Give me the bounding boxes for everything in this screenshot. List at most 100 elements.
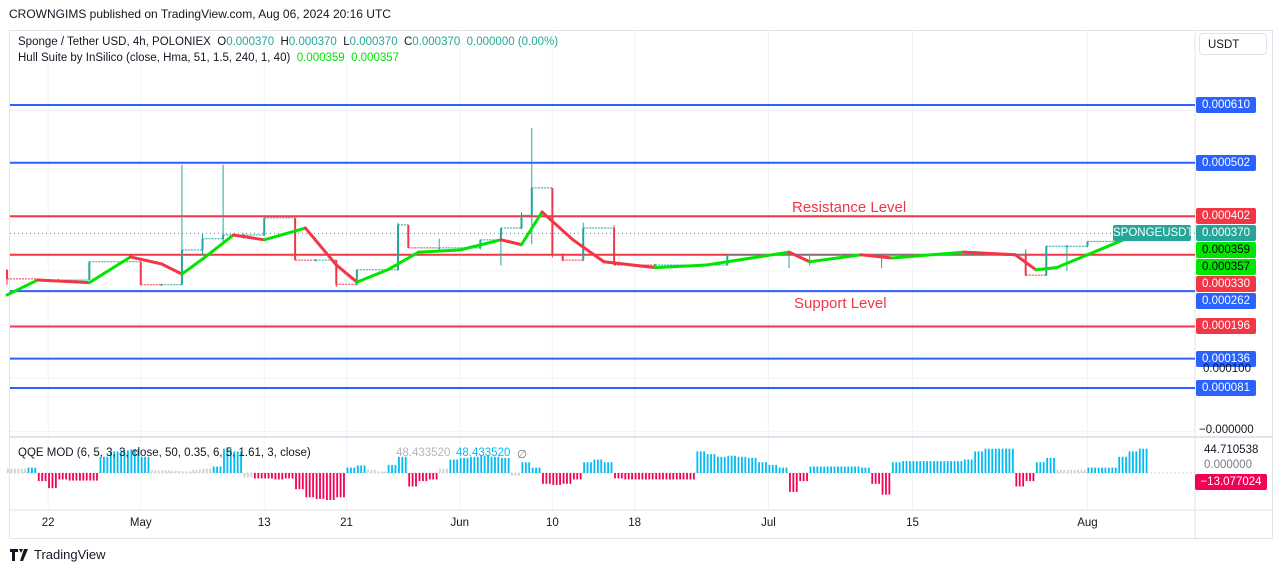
close-label: C — [403, 36, 413, 48]
qqe-histogram-bar — [353, 467, 356, 473]
hull-segment — [1034, 266, 1059, 272]
qqe-histogram-bar — [524, 462, 527, 473]
qqe-histogram-bar — [418, 473, 421, 482]
qqe-histogram-bar — [689, 473, 692, 480]
x-tick-label: 18 — [628, 517, 642, 529]
qqe-histogram-bar — [157, 470, 160, 473]
qqe-histogram-bar — [126, 450, 129, 473]
candle-body — [808, 254, 811, 256]
qqe-histogram-bar — [401, 456, 404, 473]
qqe-histogram-bar — [751, 457, 754, 473]
qqe-histogram-bar — [826, 466, 829, 473]
qqe-histogram-bar — [603, 462, 606, 473]
qqe-histogram-bar — [734, 455, 736, 473]
qqe-histogram-bar — [205, 468, 208, 473]
qqe-histogram-bar — [566, 473, 568, 484]
candle-body — [201, 238, 204, 250]
qqe-histogram-bar — [271, 473, 273, 479]
qqe-histogram-bar — [1142, 448, 1145, 473]
hull-name: Hull Suite by InSilico (close, Hma, 51, … — [18, 52, 291, 64]
qqe-histogram-bar — [764, 462, 767, 473]
qqe-histogram-bar — [322, 473, 325, 499]
x-tick-label: Jun — [450, 517, 470, 529]
qqe-histogram-bar — [247, 473, 249, 478]
qqe-histogram-bar — [72, 473, 74, 481]
hull-segment — [787, 250, 812, 264]
qqe-histogram-bar — [463, 457, 465, 473]
qqe-histogram-bar — [994, 448, 997, 473]
qqe-histogram-bar — [699, 451, 702, 473]
qqe-histogram-bar — [775, 464, 778, 473]
qqe-histogram-bar — [1039, 462, 1042, 473]
qqe-histogram-bar — [579, 473, 582, 480]
qqe-histogram-bar — [116, 451, 119, 473]
qqe-histogram-bar — [1087, 467, 1090, 473]
qqe-histogram-bar — [301, 473, 304, 490]
qqe-histogram-bar — [871, 473, 874, 484]
qqe-legend: QQE MOD (6, 5, 3, 3, close, 50, 0.35, 6,… — [18, 447, 527, 461]
qqe-histogram-bar — [487, 455, 489, 473]
qqe-histogram-bar — [682, 473, 685, 480]
qqe-histogram-bar — [648, 473, 651, 480]
hull-segment — [417, 248, 462, 254]
qqe-histogram-bar — [298, 473, 301, 490]
qqe-histogram-bar — [415, 473, 417, 487]
qqe-histogram-bar — [717, 456, 719, 473]
qqe-histogram-bar — [260, 473, 263, 479]
qqe-histogram-bar — [929, 461, 932, 473]
qqe-histogram-bar — [926, 461, 929, 473]
qqe-histogram-bar — [802, 473, 805, 482]
x-tick-label: 15 — [906, 517, 919, 529]
qqe-histogram-bar — [891, 462, 894, 473]
hull-price-label: 0.000357 — [1196, 259, 1256, 276]
qqe-histogram-bar — [202, 468, 205, 473]
qqe-histogram-bar — [48, 473, 50, 489]
qqe-histogram-bar — [548, 473, 551, 484]
hull-segment — [334, 263, 359, 284]
qqe-histogram-bar — [65, 473, 68, 480]
candle-body — [407, 224, 410, 248]
qqe-histogram-bar — [123, 450, 126, 473]
symbol-price-tag: SPONGEUSDT — [1113, 225, 1194, 242]
qqe-histogram-bar — [740, 456, 743, 473]
tradingview-logo[interactable]: TradingView — [10, 547, 106, 562]
currency-button[interactable]: USDT — [1199, 33, 1267, 55]
qqe-histogram-bar — [41, 473, 44, 482]
qqe-histogram-bar — [233, 451, 236, 473]
qqe-histogram-bar — [192, 469, 195, 473]
qqe-histogram-bar — [226, 448, 229, 473]
qqe-histogram-bar — [1005, 448, 1007, 473]
qqe-histogram-bar — [991, 448, 994, 473]
qqe-histogram-bar — [428, 473, 431, 480]
qqe-histogram-bar — [545, 473, 548, 484]
qqe-histogram-bar — [874, 473, 877, 484]
candle-body — [335, 260, 338, 285]
qqe-histogram-bar — [837, 466, 839, 473]
qqe-histogram-bar — [1049, 457, 1052, 473]
qqe-histogram-bar — [723, 456, 726, 473]
qqe-histogram-bar — [939, 461, 942, 473]
qqe-histogram-bar — [881, 473, 884, 495]
qqe-histogram-bar — [387, 464, 390, 473]
qqe-histogram-bar — [576, 473, 579, 480]
qqe-histogram-bar — [332, 473, 335, 500]
qqe-histogram-bar — [54, 473, 57, 489]
qqe-histogram-bar — [1138, 448, 1141, 473]
x-tick-label: Aug — [1077, 517, 1098, 529]
qqe-histogram-bar — [953, 461, 956, 473]
qqe-histogram-bar — [861, 467, 863, 473]
qqe-histogram-bar — [188, 471, 191, 473]
qqe-histogram-bar — [867, 467, 870, 473]
qqe-histogram-bar — [1080, 469, 1083, 473]
candle-body — [880, 254, 883, 256]
qqe-histogram-bar — [315, 473, 318, 499]
hull-segment — [499, 238, 523, 247]
qqe-histogram-bar — [120, 450, 122, 473]
qqe-histogram-bar — [909, 461, 911, 473]
candle-body — [1045, 246, 1048, 276]
qqe-histogram-bar — [747, 457, 750, 473]
qqe-histogram-bar — [816, 466, 819, 473]
qqe-histogram-bar — [675, 473, 678, 480]
qqe-histogram-bar — [27, 467, 30, 473]
